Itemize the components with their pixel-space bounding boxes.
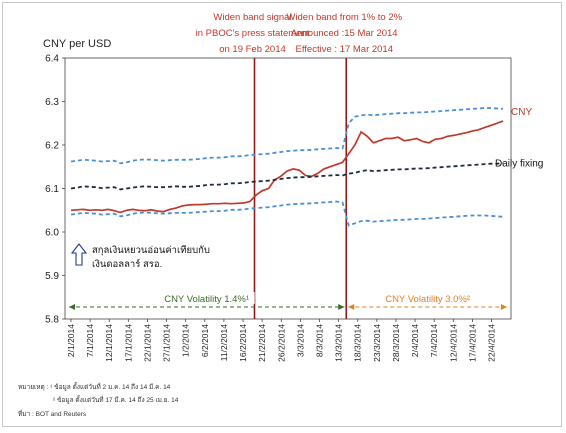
left-arrow-icon: [69, 304, 75, 310]
depreciation-note: สกุลเงินหยวนอ่อนค่าเทียบกับ เงินดอลลาร์ …: [70, 243, 210, 270]
x-tick-label: 13/3/2014: [334, 324, 344, 362]
x-tick-label: 2/1/2014: [66, 324, 76, 357]
event-annotation: Effective : 17 Mar 2014: [295, 44, 393, 55]
x-tick-label: 22/4/2014: [487, 324, 497, 362]
period-2-label: CNY Volatility 3.0%²: [385, 294, 470, 305]
series-labels: CNY Daily fixing: [495, 107, 543, 169]
footnote-2: ² ข้อมูล ตั้งแต่วันที่ 17 มี.ค. 14 ถึง 2…: [53, 395, 179, 404]
event-annotation: Widen band from 1% to 2%: [286, 12, 402, 23]
x-tick-label: 2/4/2014: [410, 324, 420, 357]
y-tick-label: 6.4: [45, 54, 59, 65]
event-annotation: in PBOC's press statement: [196, 28, 310, 39]
x-tick-label: 3/3/2014: [295, 324, 305, 357]
right-arrow-icon: [501, 304, 507, 310]
event-annotation: Widen band signal: [213, 12, 291, 23]
event-annotation: on 19 Feb 2014: [219, 44, 286, 55]
left-arrow-icon: [348, 304, 355, 310]
x-axis: 2/1/2014 7/1/2014 12/1/2014 17/1/2014 22/1/2…: [66, 319, 497, 362]
x-tick-label: 28/3/2014: [391, 324, 401, 362]
x-tick-label: 23/3/2014: [372, 324, 382, 362]
y-tick-label: 5.9: [45, 271, 59, 282]
period-1-label-bg: [158, 292, 255, 304]
series-line: [70, 107, 504, 165]
event-annotation: Announced :15 Mar 2014: [291, 28, 398, 39]
x-tick-label: 8/3/2014: [314, 324, 324, 357]
x-tick-label: 12/4/2014: [448, 324, 458, 362]
up-arrow-icon: [70, 243, 88, 266]
x-tick-label: 17/4/2014: [467, 324, 477, 362]
y-tick-label: 6.2: [45, 141, 59, 152]
series-line: [70, 200, 504, 227]
x-tick-label: 17/1/2014: [123, 324, 133, 362]
x-tick-label: 7/4/2014: [429, 324, 439, 357]
x-tick-label: 22/1/2014: [142, 324, 152, 362]
x-tick-label: 26/2/2014: [276, 324, 286, 362]
volatility-periods: CNY Volatility 1.4%¹ CNY Volatility 3.0%²: [69, 292, 507, 310]
x-tick-label: 18/3/2014: [353, 324, 363, 362]
y-tick-label: 6.0: [45, 228, 59, 239]
event-markers: Widen band signal in PBOC's press stateme…: [196, 12, 403, 319]
y-axis: 5.8 5.9 6.0 6.1 6.2 6.3 6.4: [45, 54, 65, 326]
thai-note-line-1: สกุลเงินหยวนอ่อนค่าเทียบกับ: [92, 244, 210, 256]
line-chart: CNY per USD 5.8 5.9 6.0 6.1 6.2 6.3 6.4 2/1/20…: [18, 12, 543, 418]
source-note: ที่มา : BOT and Reuters: [18, 409, 87, 418]
x-tick-label: 11/2/2014: [219, 324, 229, 361]
thai-note-line-2: เงินดอลลาร์ สรอ.: [92, 258, 162, 270]
x-tick-label: 7/1/2014: [85, 324, 95, 357]
series-label-cny: CNY: [511, 107, 532, 118]
series-line: [70, 162, 504, 191]
footnote-1: หมายเหตุ : ¹ ข้อมูล ตั้งแต่วันที่ 2 ม.ค.…: [18, 382, 171, 391]
x-tick-label: 1/2/2014: [181, 324, 191, 357]
chart-frame: CNY per USD 5.8 5.9 6.0 6.1 6.2 6.3 6.4 2/1/20…: [2, 2, 562, 427]
x-tick-label: 16/2/2014: [238, 324, 248, 362]
y-tick-label: 5.8: [45, 315, 59, 326]
y-tick-label: 6.1: [45, 184, 59, 195]
x-tick-label: 27/1/2014: [162, 324, 172, 362]
period-2-label-bg: [379, 292, 476, 304]
y-axis-label: CNY per USD: [43, 38, 111, 50]
series-label-fixing: Daily fixing: [495, 158, 543, 169]
right-arrow-icon: [338, 304, 345, 310]
series-line: [70, 120, 504, 214]
y-tick-label: 6.3: [45, 97, 59, 108]
x-tick-label: 6/2/2014: [200, 324, 210, 357]
period-1-label: CNY Volatility 1.4%¹: [164, 294, 249, 305]
x-tick-label: 21/2/2014: [257, 324, 267, 362]
plot-area: [64, 57, 512, 320]
x-tick-label: 12/1/2014: [104, 324, 114, 362]
series-lines: [70, 107, 504, 227]
